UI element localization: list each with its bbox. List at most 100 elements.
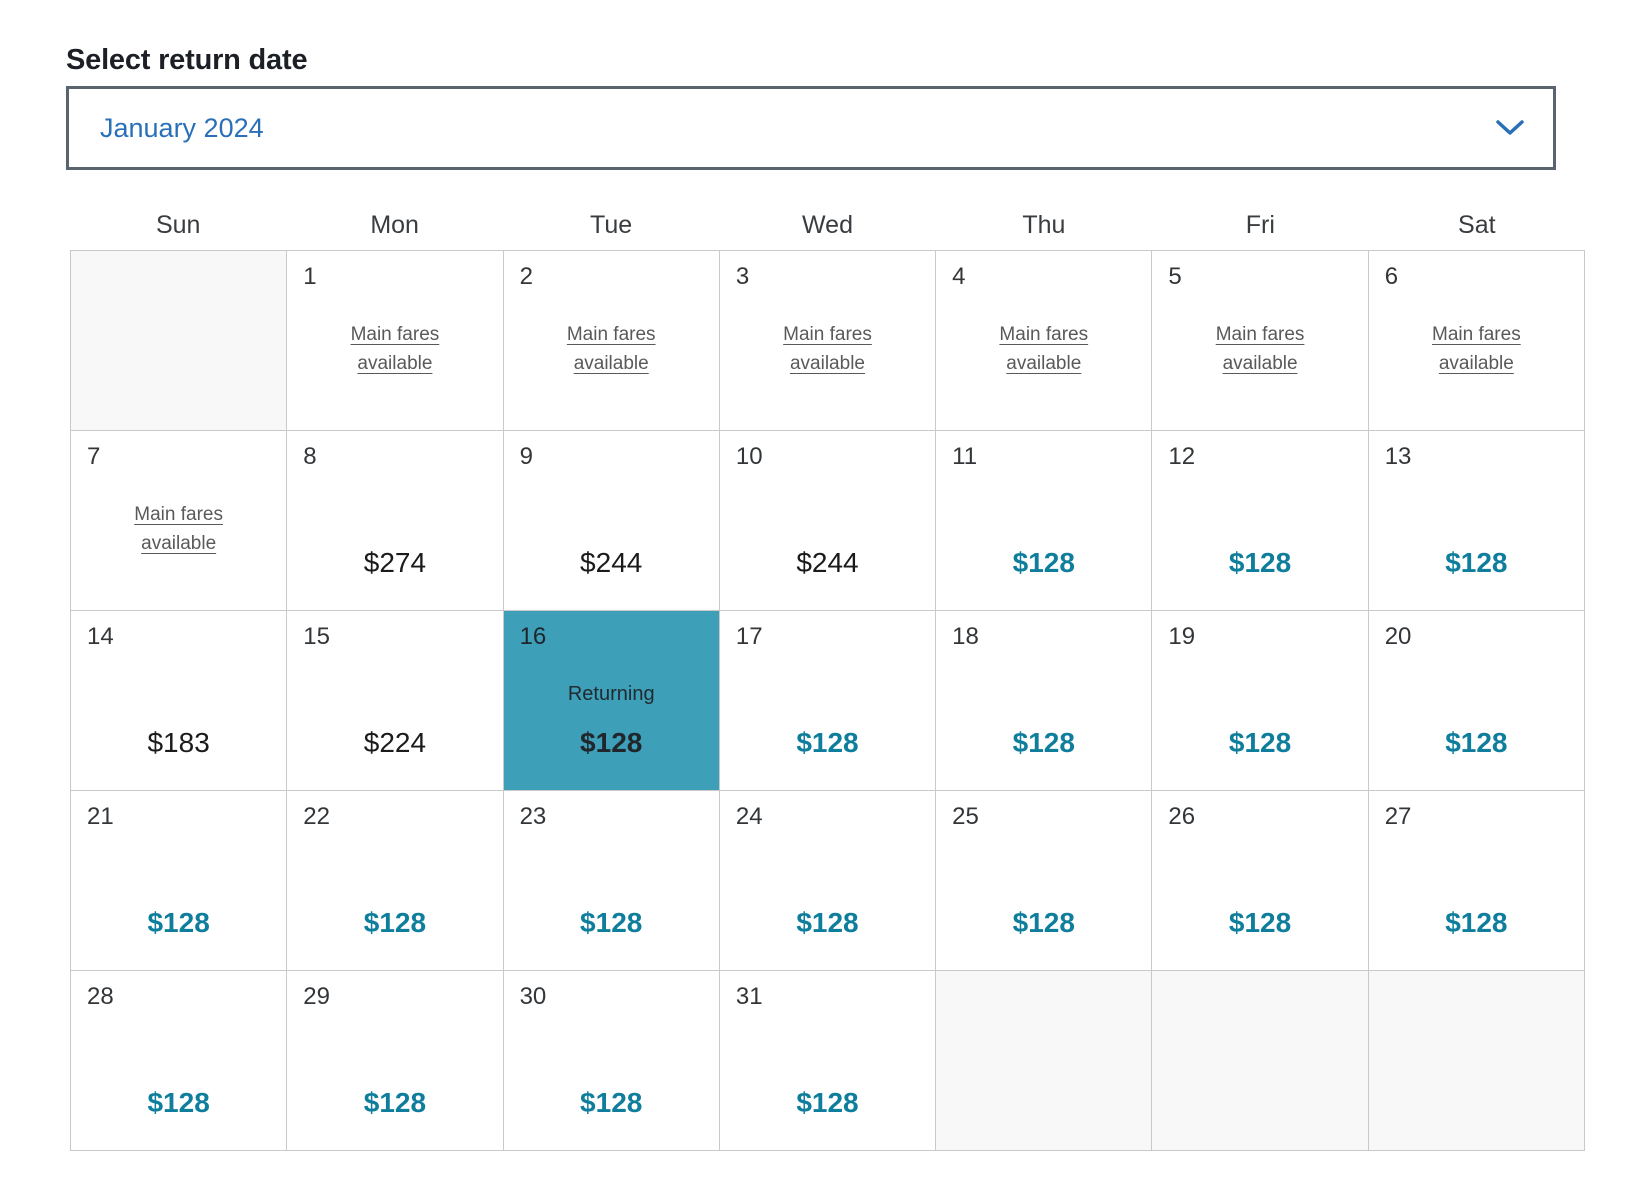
main-fares-available-link[interactable]: Main fares available (936, 320, 1151, 378)
calendar-cell-day-6[interactable]: 6 Main fares available (1368, 251, 1584, 430)
day-number: 22 (303, 803, 330, 830)
day-number: 29 (303, 983, 330, 1010)
main-fares-available-link[interactable]: Main fares available (1369, 320, 1584, 378)
day-number: 24 (735, 803, 763, 830)
day-number: 31 (735, 983, 763, 1010)
fare-price: $128 (1445, 907, 1508, 938)
fare-price: $244 (796, 547, 859, 578)
weekday-label-mon: Mon (370, 210, 419, 239)
day-number: 27 (1384, 803, 1412, 830)
calendar-cell-day-11[interactable]: 11 $128 (936, 431, 1152, 610)
main-fares-available-link[interactable]: Main fares available (720, 320, 935, 378)
calendar-cell-day-12[interactable]: 12 $128 (1152, 431, 1368, 610)
calendar-cell-empty (1368, 971, 1584, 1150)
calendar-cell-day-18[interactable]: 18 $128 (936, 611, 1152, 790)
calendar-cell-day-13[interactable]: 13 $128 (1368, 431, 1584, 610)
calendar-cell-empty (71, 251, 287, 430)
weekday-label-thu: Thu (1022, 210, 1066, 239)
month-select-value: January 2024 (100, 112, 264, 143)
calendar-cell-day-20[interactable]: 20 $128 (1368, 611, 1584, 790)
main-fares-available-link[interactable]: Main fares available (287, 320, 502, 378)
fare-price: $128 (363, 907, 427, 938)
calendar-cell-day-10[interactable]: 10 $244 (719, 431, 936, 610)
calendar-cell-empty (1152, 971, 1368, 1150)
fare-link-line: available (1006, 353, 1082, 374)
fare-price: $128 (1012, 727, 1075, 758)
calendar-cell-day-8[interactable]: 8 $274 (287, 431, 503, 610)
calendar-cell-day-4[interactable]: 4 Main fares available (936, 251, 1152, 430)
calendar-cell-day-24[interactable]: 24 $128 (719, 791, 936, 970)
calendar-cell-day-29[interactable]: 29 $128 (287, 971, 503, 1150)
fare-price: $128 (1445, 547, 1508, 578)
calendar-cell-day-22[interactable]: 22 $128 (287, 791, 503, 970)
day-number: 23 (519, 803, 547, 830)
calendar-cell-day-16[interactable]: 16 Returning $128 (503, 611, 719, 790)
day-number: 11 (952, 443, 978, 470)
main-fares-available-link[interactable]: Main fares available (71, 500, 286, 558)
calendar-cell-day-30[interactable]: 30 $128 (503, 971, 719, 1150)
fare-price: $128 (1012, 907, 1075, 938)
calendar-cell-day-1[interactable]: 1 Main fares available (287, 251, 503, 430)
calendar-cell-day-15[interactable]: 15 $224 (287, 611, 503, 790)
calendar-cell-day-31[interactable]: 31 $128 (719, 971, 936, 1150)
calendar-grid: 1 Main fares available 2 Main fares available… (70, 250, 1585, 1151)
day-number: 18 (952, 623, 979, 650)
calendar-cell-day-21[interactable]: 21 $128 (71, 791, 287, 970)
day-number: 30 (519, 983, 547, 1010)
fare-link-line: Main fares (1215, 324, 1305, 345)
calendar-cell-day-28[interactable]: 28 $128 (71, 971, 287, 1150)
calendar-cell-day-2[interactable]: 2 Main fares available (503, 251, 719, 430)
fare-price: $128 (147, 1087, 210, 1118)
calendar-cell-day-17[interactable]: 17 $128 (719, 611, 936, 790)
fare-price: $128 (796, 1087, 859, 1118)
day-number: 4 (952, 263, 966, 290)
calendar-cell-day-3[interactable]: 3 Main fares available (719, 251, 936, 430)
fare-price: $183 (147, 727, 210, 758)
fare-link-line: Main fares (783, 324, 872, 345)
fare-link-line: Main fares (1432, 324, 1521, 345)
day-number: 14 (87, 623, 114, 650)
calendar-cell-day-14[interactable]: 14 $183 (71, 611, 287, 790)
day-number: 12 (1168, 443, 1196, 470)
calendar-cell-day-7[interactable]: 7 Main fares available (71, 431, 287, 610)
weekday-label-fri: Fri (1245, 210, 1275, 239)
day-number: 8 (303, 443, 317, 470)
day-number: 21 (87, 803, 114, 830)
calendar-cell-day-23[interactable]: 23 $128 (503, 791, 719, 970)
fare-price: $128 (1228, 727, 1292, 758)
fare-price: $128 (1228, 907, 1292, 938)
fare-price: $128 (580, 1087, 643, 1118)
calendar-cell-empty (936, 971, 1152, 1150)
calendar-cell-day-25[interactable]: 25 $128 (936, 791, 1152, 970)
fare-price: $274 (363, 547, 427, 578)
fare-link-line: Main fares (134, 504, 223, 525)
fare-link-line: Main fares (999, 324, 1089, 345)
calendar-cell-day-19[interactable]: 19 $128 (1152, 611, 1368, 790)
month-select[interactable]: January 2024 (66, 86, 1556, 170)
returning-label: Returning (567, 683, 655, 705)
fare-price: $128 (796, 727, 859, 758)
calendar-cell-day-26[interactable]: 26 $128 (1152, 791, 1368, 970)
day-number: 15 (303, 623, 330, 650)
weekday-label-sun: Sun (155, 210, 201, 239)
fare-price: $128 (1228, 547, 1292, 578)
fare-link-line: Main fares (350, 324, 440, 345)
main-fares-available-link[interactable]: Main fares available (1152, 320, 1367, 378)
main-fares-available-link[interactable]: Main fares available (504, 320, 719, 378)
day-number: 19 (1168, 623, 1196, 650)
calendar-cell-day-9[interactable]: 9 $244 (503, 431, 719, 610)
day-number: 6 (1384, 263, 1399, 290)
weekday-header-row: Sun Mon Tue Wed Thu Fri Sat (70, 200, 1585, 250)
day-number: 16 (519, 623, 547, 650)
calendar-cell-day-27[interactable]: 27 $128 (1368, 791, 1584, 970)
page-title: Select return date (66, 44, 308, 76)
day-number: 10 (735, 443, 763, 470)
calendar-cell-day-5[interactable]: 5 Main fares available (1152, 251, 1368, 430)
day-number: 9 (519, 443, 533, 470)
fare-link-line: available (789, 353, 865, 374)
day-number: 13 (1384, 443, 1412, 470)
weekday-label-wed: Wed (802, 210, 853, 239)
day-number: 5 (1168, 263, 1182, 290)
weekday-label-sat: Sat (1458, 210, 1496, 239)
day-number: 7 (87, 443, 101, 470)
